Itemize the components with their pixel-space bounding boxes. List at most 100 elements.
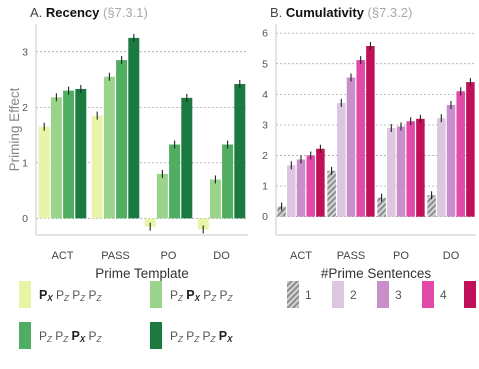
bar: [169, 144, 181, 219]
legend-label-subscript: Z: [63, 294, 70, 303]
y-tick-label: 3: [262, 119, 268, 131]
legend-label-letter: P: [72, 329, 80, 343]
legend-swatch: [464, 281, 476, 308]
bar: [234, 83, 246, 219]
bar: [327, 170, 336, 217]
legend-label-letter: P: [39, 288, 47, 302]
legend-label-letter: P: [203, 329, 211, 343]
y-tick-label: 5: [262, 58, 268, 70]
legend-label: PX PZ PZ PZ: [39, 288, 103, 303]
legend-label: 2: [350, 288, 357, 302]
bar: [366, 46, 375, 217]
legend-label: PZ PZ PX PZ: [39, 329, 103, 344]
legend-label: 3: [395, 288, 402, 302]
legend-label: PZ PX PZ PZ: [170, 288, 234, 303]
panel-title-text: Cumulativity: [286, 5, 368, 20]
bar: [91, 115, 103, 219]
y-tick-label: 0: [22, 213, 28, 225]
legend-label-letter: P: [170, 288, 178, 302]
legend-label-letter: P: [89, 288, 97, 302]
bar: [337, 102, 346, 217]
y-tick-label: 0: [262, 211, 268, 223]
bar: [416, 118, 425, 217]
bar: [75, 88, 87, 219]
bar: [377, 197, 386, 217]
panel-letter: A.: [30, 5, 46, 20]
x-tick-label: DO: [443, 250, 460, 262]
bar: [116, 60, 128, 219]
bar: [277, 206, 286, 217]
x-tick-label: PO: [393, 250, 409, 262]
bar: [427, 195, 436, 217]
panel-section: (§7.3.1): [103, 5, 148, 20]
panel-section: (§7.3.2): [368, 5, 413, 20]
bar: [287, 165, 296, 217]
bar: [296, 159, 306, 217]
bar: [456, 91, 465, 217]
bar: [50, 97, 62, 219]
bar: [209, 179, 221, 219]
legend-label-letter: P: [56, 288, 64, 302]
legend-label-subscript: Z: [210, 335, 217, 344]
legend-swatch: [287, 281, 299, 308]
legend-label-letter: P: [220, 288, 228, 302]
y-tick-label: 2: [22, 102, 28, 114]
x-tick-label: ACT: [290, 250, 312, 262]
bar: [406, 121, 415, 217]
legend-recency: PX PZ PZ PZ PZ PX PZ PZ PZ PZ PX PZ PZ P…: [19, 281, 234, 349]
legend-swatch: [150, 322, 162, 349]
x-axis-label: #Prime Sentences: [321, 266, 432, 281]
x-tick-label: PO: [161, 250, 177, 262]
panel-letter: B.: [270, 5, 286, 20]
panel-title-text: Recency: [46, 5, 103, 20]
bar: [103, 76, 115, 219]
legend-label-subscript: Z: [177, 294, 184, 303]
y-tick-label: 2: [262, 150, 268, 162]
legend-swatch: [422, 281, 434, 308]
x-tick-label: PASS: [337, 250, 366, 262]
legend-label-letter: P: [89, 329, 97, 343]
bar: [306, 155, 315, 217]
bar: [437, 118, 446, 217]
bar: [181, 97, 193, 219]
legend-label-subscript: Z: [193, 335, 200, 344]
panel-cumulativity: B. Cumulativity (§7.3.2) 0 1 2 3 4 5 6 ACT PASS PO…: [262, 5, 476, 281]
x-tick-label: DO: [213, 250, 230, 262]
legend-label-subscript: X: [46, 294, 53, 303]
legend-label-subscript: Z: [79, 294, 86, 303]
legend-label-subscript: Z: [96, 335, 103, 344]
legend-label-letter: P: [170, 329, 178, 343]
bar: [356, 60, 365, 217]
bar: [197, 218, 209, 230]
bar: [316, 148, 325, 217]
panel-title: A. Recency (§7.3.1): [30, 5, 148, 20]
panel-title: B. Cumulativity (§7.3.2): [270, 5, 412, 20]
x-tick-label: ACT: [52, 250, 74, 262]
y-tick-label: 1: [22, 157, 28, 169]
legend-label: 4: [440, 288, 447, 302]
legend-label-letter: P: [186, 329, 194, 343]
y-tick-label: 1: [262, 181, 268, 193]
legend-label-subscript: X: [194, 294, 201, 303]
legend-label-letter: P: [39, 329, 47, 343]
legend-label-subscript: X: [79, 335, 86, 344]
panel-recency: A. Recency (§7.3.1) 0 1 2 3 ACT PASS PO DO Prime …: [7, 5, 248, 281]
bar: [222, 144, 234, 219]
bar: [466, 82, 475, 217]
legend-label-letter: P: [219, 329, 227, 343]
legend-label: PZ PZ PZ PX: [170, 329, 233, 344]
legend-label-subscript: Z: [96, 294, 103, 303]
bar: [156, 173, 168, 219]
x-axis-label: Prime Template: [95, 266, 189, 281]
legend-swatch: [377, 281, 389, 308]
legend-swatch: [332, 281, 344, 308]
bar: [144, 218, 156, 227]
y-tick-label: 4: [262, 89, 268, 101]
legend-label-subscript: Z: [46, 335, 53, 344]
legend-label-subscript: X: [226, 335, 233, 344]
y-tick-label: 3: [22, 46, 28, 58]
legend-label-subscript: Z: [227, 294, 234, 303]
